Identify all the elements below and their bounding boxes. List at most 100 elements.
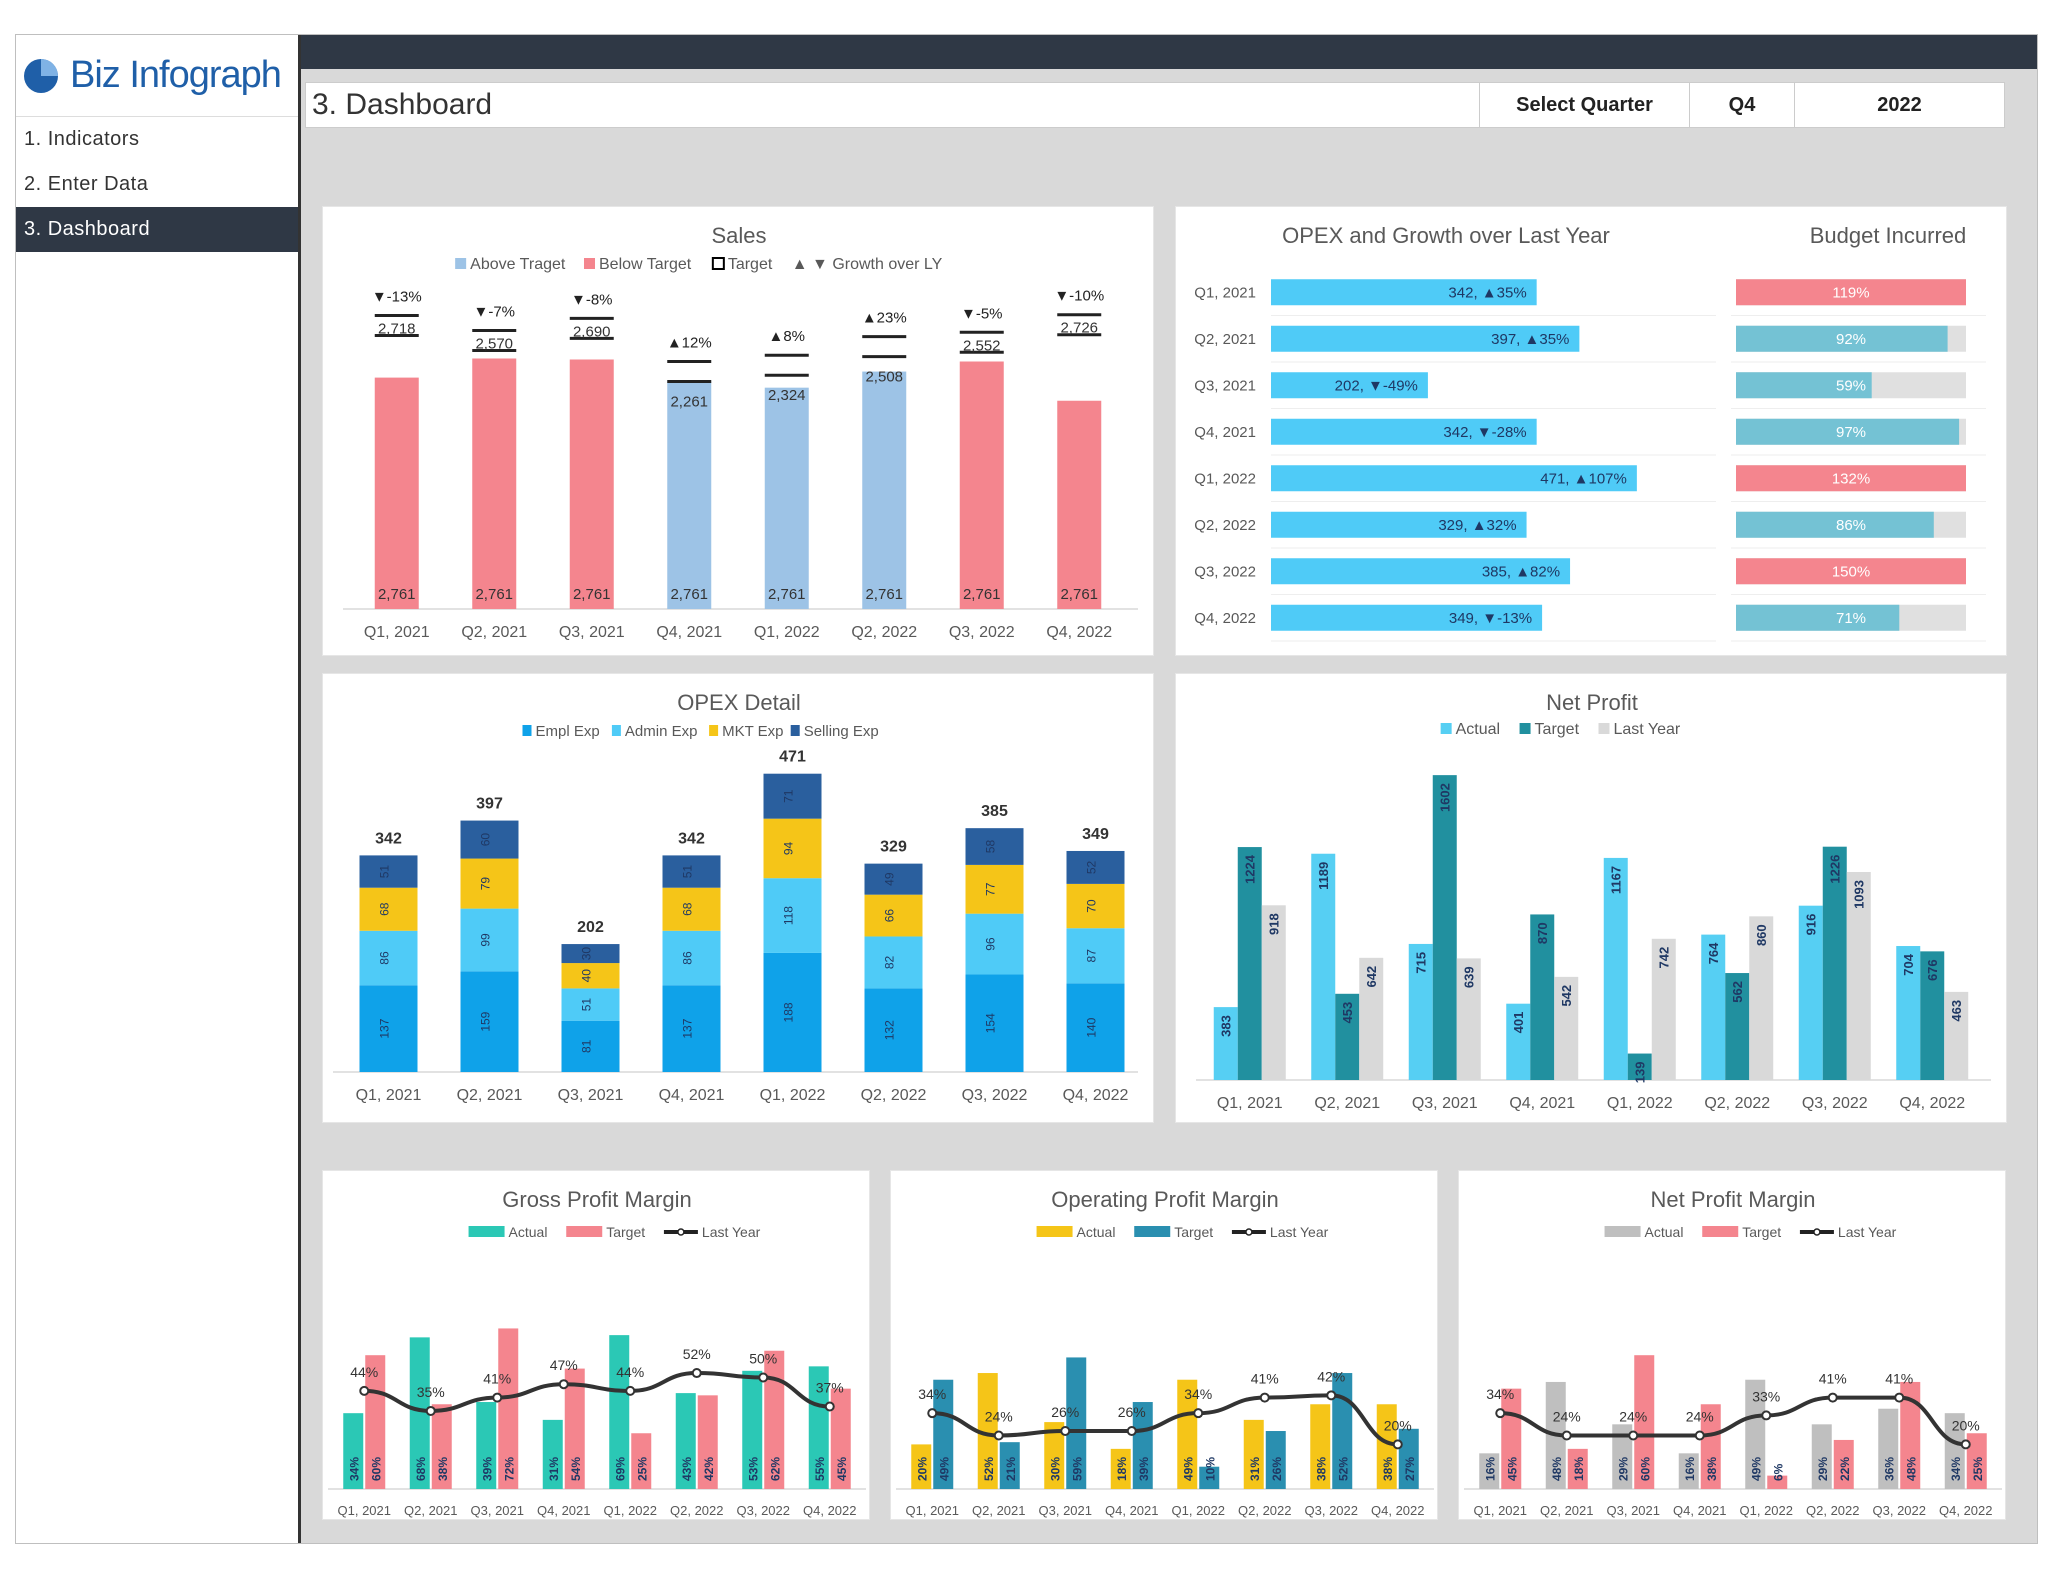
segment-label: 118 <box>782 906 796 925</box>
opex-detail-segment <box>1066 850 1125 884</box>
opex-label: 471, ▲107% <box>1540 470 1627 487</box>
net-profit-bar <box>1261 905 1286 1080</box>
x-tick-label: Q1, 2022 <box>1607 1095 1673 1112</box>
legend-label: Target <box>606 1224 645 1240</box>
margin-bar <box>498 1328 519 1489</box>
x-tick-label: Q4, 2021 <box>1509 1095 1575 1112</box>
last-year-marker <box>1193 1408 1204 1419</box>
margin-bar <box>830 1388 851 1489</box>
opm-panel: Operating Profit Margin Actual Target Last … <box>890 1170 1438 1520</box>
last-year-marker <box>1894 1392 1905 1403</box>
segment-label: 51 <box>580 998 594 1012</box>
x-tick-label: Q2, 2021 <box>972 1503 1026 1518</box>
budget-label: 86% <box>1836 517 1866 534</box>
segment-label: 154 <box>984 1013 998 1033</box>
margin-bar <box>1900 1381 1921 1489</box>
net-profit-label: 1093 <box>1852 880 1867 909</box>
opex-detail-segment <box>561 963 620 989</box>
legend-swatch <box>611 725 621 736</box>
margin-bar-label: 36% <box>1882 1457 1896 1481</box>
x-tick-label: Q3, 2021 <box>559 624 625 641</box>
budget-label: 92% <box>1836 331 1866 348</box>
margin-bar <box>999 1442 1020 1489</box>
segment-label: 188 <box>782 1002 796 1022</box>
segment-label: 82 <box>883 955 897 969</box>
x-tick-label: Q2, 2022 <box>851 624 917 641</box>
quarter-select[interactable]: Q4 <box>1689 83 1794 127</box>
value-label: 2,761 <box>963 586 1001 603</box>
total-label: 342 <box>678 830 705 847</box>
legend-swatch <box>584 258 595 269</box>
segment-label: 86 <box>681 951 695 965</box>
x-tick-label: Q4, 2021 <box>1105 1503 1159 1518</box>
last-year-label: 52% <box>683 1346 711 1362</box>
x-tick-label: Q4, 2022 <box>1046 624 1112 641</box>
last-year-label: 41% <box>1819 1371 1847 1387</box>
y-tick-label: Q1, 2021 <box>1194 284 1256 301</box>
header-bar: 3. Dashboard Select Quarter Q4 2022 <box>305 82 2005 128</box>
last-year-label: 33% <box>1752 1388 1780 1404</box>
segment-label: 137 <box>378 1018 392 1038</box>
net-profit-label: 764 <box>1706 942 1721 964</box>
nav-item-enter-data[interactable]: 2. Enter Data <box>24 173 149 195</box>
net-profit-label: 916 <box>1804 914 1819 936</box>
net-profit-bar <box>1237 847 1262 1080</box>
chart-title: Sales <box>711 223 766 248</box>
target-label: 2,552 <box>963 337 1001 354</box>
margin-bar-label: 34% <box>347 1457 361 1481</box>
y-tick-label: Q2, 2022 <box>1194 517 1256 534</box>
x-tick-label: Q1, 2021 <box>356 1087 422 1104</box>
net-profit-bar <box>1725 973 1750 1080</box>
opex-detail-segment <box>864 988 923 1072</box>
x-tick-label: Q2, 2022 <box>1238 1503 1292 1518</box>
legend-swatch <box>709 725 719 736</box>
net-profit-label: 562 <box>1730 981 1745 1003</box>
year-select[interactable]: 2022 <box>1794 83 2004 127</box>
legend-label: Below Target <box>599 256 692 273</box>
margin-bar-label: 16% <box>1683 1457 1697 1481</box>
last-year-label: 37% <box>816 1379 844 1395</box>
opex-bar <box>1271 558 1571 585</box>
opex-growth-panel: OPEX and Growth over Last Year Budget Inc… <box>1175 206 2007 656</box>
opex-detail-segment <box>359 930 418 986</box>
sales-bar <box>764 387 809 609</box>
value-label: 2,761 <box>378 586 416 603</box>
net-profit-bar <box>1920 951 1945 1080</box>
target-label: 2,508 <box>865 369 903 386</box>
segment-label: 137 <box>681 1018 695 1038</box>
opex-detail-segment <box>1066 928 1125 984</box>
sales-bar <box>472 358 517 609</box>
pie-logo-icon <box>24 58 58 93</box>
growth-label: ▼-8% <box>571 291 613 308</box>
opex-label: 342, ▲35% <box>1448 284 1526 301</box>
last-year-label: 34% <box>918 1386 946 1402</box>
budget-bar <box>1736 465 1966 492</box>
growth-label: ▼-5% <box>961 305 1003 322</box>
net-profit-label: 463 <box>1949 1000 1964 1022</box>
x-tick-label: Q4, 2022 <box>1063 1087 1129 1104</box>
legend-label: Target <box>1742 1224 1781 1240</box>
margin-bar-label: 38% <box>1381 1457 1395 1481</box>
opex-detail-segment <box>965 828 1024 865</box>
net-profit-bar <box>1530 914 1555 1080</box>
margin-bar <box>542 1419 563 1489</box>
sales-bar <box>862 371 907 609</box>
segment-label: 79 <box>479 877 493 891</box>
legend-swatch <box>790 725 800 736</box>
chart-title: Net Profit <box>1546 690 1638 715</box>
growth-label: ▼-7% <box>473 303 515 320</box>
last-year-label: 24% <box>985 1408 1013 1424</box>
nav-item-indicators[interactable]: 1. Indicators <box>24 128 140 150</box>
net-profit-bar <box>1506 1003 1531 1080</box>
total-label: 329 <box>880 839 907 856</box>
opex-bar <box>1271 279 1537 306</box>
y-tick-label: Q1, 2022 <box>1194 470 1256 487</box>
nav-item-dashboard[interactable]: 3. Dashboard <box>16 207 298 252</box>
legend-swatch <box>566 1226 603 1237</box>
margin-bar-label: 27% <box>1403 1457 1417 1481</box>
legend-swatch <box>1440 723 1452 734</box>
margin-bar-label: 38% <box>436 1457 450 1481</box>
segment-label: 99 <box>479 933 493 947</box>
net-profit-label: 139 <box>1633 1062 1648 1084</box>
chart-title: Budget Incurred <box>1810 223 1967 248</box>
